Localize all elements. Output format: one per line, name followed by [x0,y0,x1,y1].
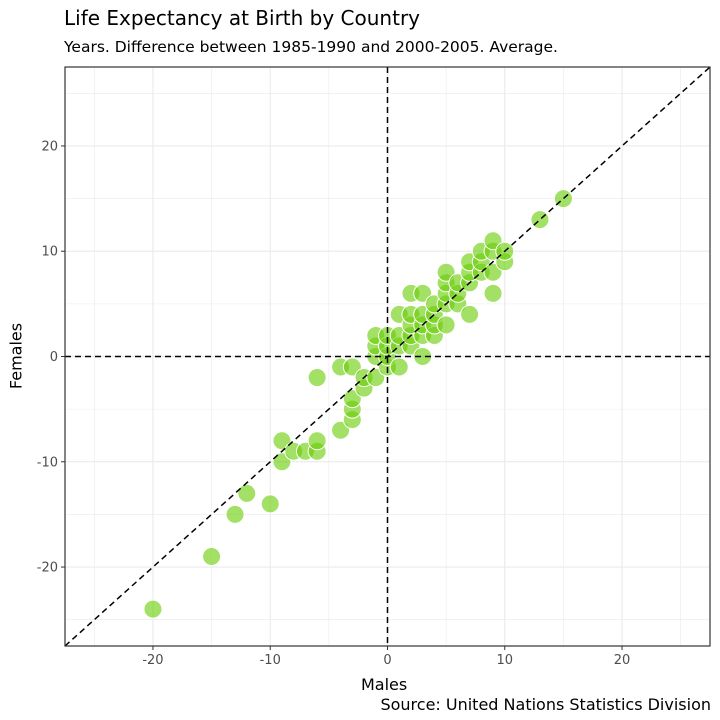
x-tick-label: 10 [496,653,513,668]
data-point [483,283,503,303]
data-point [237,483,257,503]
y-axis-label: Females [6,322,26,390]
source-caption: Source: United Nations Statistics Divisi… [380,695,711,714]
x-tick-label: -20 [142,653,163,668]
chart-subtitle: Years. Difference between 1985-1990 and … [64,38,558,56]
x-tick-label: -10 [260,653,281,668]
y-tick-label: 0 [50,350,58,365]
data-point [307,368,327,388]
reference-line-diagonal [64,66,711,647]
chart-title: Life Expectancy at Birth by Country [64,6,421,30]
data-point [225,504,245,524]
data-point [389,357,409,377]
y-tick-label: -10 [37,455,58,470]
data-point [202,547,222,567]
y-tick-label: -20 [37,561,58,576]
data-points [143,189,573,619]
data-point [436,315,456,335]
x-tick-label: 20 [614,653,631,668]
data-point [307,431,327,451]
data-point [460,304,480,324]
x-axis-label: Males [361,675,408,694]
y-tick-label: 10 [41,245,58,260]
data-point [143,599,163,619]
data-point [413,347,433,366]
y-tick-label: 20 [41,139,58,154]
data-point [260,494,280,514]
x-tick-label: 0 [383,653,391,668]
